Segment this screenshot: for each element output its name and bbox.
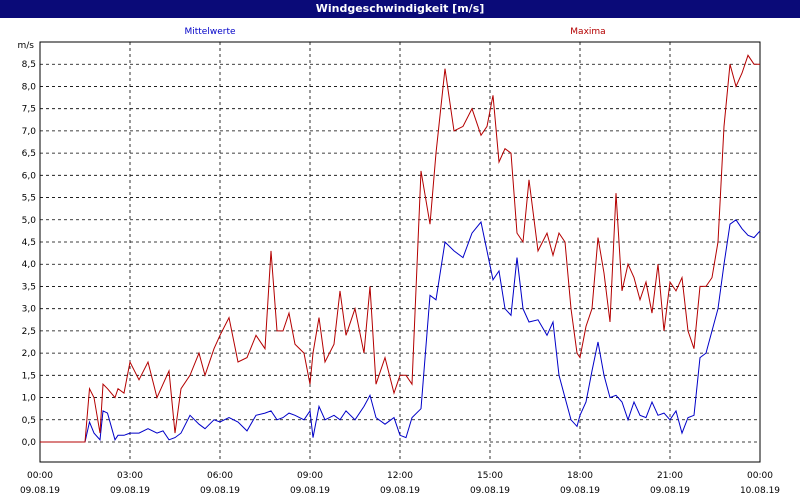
series-line-mittelwerte: [40, 219, 761, 443]
series-line-maxima: [40, 54, 760, 443]
y-tick-label: 7,5: [22, 105, 36, 115]
y-tick-label: 5,0: [22, 216, 37, 226]
x-tick-date: 09.08.19: [20, 486, 60, 496]
y-tick-label: 1,5: [22, 371, 36, 381]
legend-mittelwerte: Mittelwerte: [184, 27, 235, 37]
y-tick-label: 7,0: [22, 127, 37, 137]
y-tick-label: 0,5: [22, 416, 36, 426]
x-tick-date: 09.08.19: [380, 486, 420, 496]
x-tick-time: 03:00: [117, 471, 143, 481]
window-title: Windgeschwindigkeit [m/s]: [0, 0, 800, 18]
y-tick-label: 8,5: [22, 60, 36, 70]
legend-maxima: Maxima: [570, 27, 605, 37]
y-tick-label: 2,0: [22, 349, 37, 359]
y-axis-ticks: 0,0 0,5 1,0 1,5 2,0 2,5 3,0 3,5 4,0 4,5 5,0 5,5 6,0 6…: [22, 60, 37, 448]
y-tick-label: 2,5: [22, 327, 36, 337]
x-tick-date: 09.08.19: [110, 486, 150, 496]
x-tick-time: 06:00: [207, 471, 233, 481]
y-tick-label: 1,0: [22, 394, 37, 404]
x-axis-ticks: 00:00 09.08.19 03:00 09.08.19 06:00 09.08.19 0…: [20, 471, 780, 496]
x-tick-date: 09.08.19: [470, 486, 510, 496]
x-tick-date: 09.08.19: [290, 486, 330, 496]
y-tick-label: 0,0: [22, 438, 37, 448]
y-tick-label: 3,5: [22, 282, 36, 292]
x-tick-time: 09:00: [297, 471, 323, 481]
x-tick-time: 00:00: [27, 471, 53, 481]
x-tick-time: 00:00: [747, 471, 773, 481]
x-tick-date: 09.08.19: [560, 486, 600, 496]
x-tick-time: 18:00: [567, 471, 593, 481]
y-tick-label: 3,0: [22, 305, 37, 315]
x-tick-date: 09.08.19: [650, 486, 690, 496]
y-axis-label: m/s: [18, 41, 35, 51]
y-tick-label: 5,5: [22, 194, 36, 204]
y-tick-label: 4,0: [22, 260, 37, 270]
y-tick-label: 6,0: [22, 171, 37, 181]
x-tick-time: 21:00: [657, 471, 683, 481]
y-tick-label: 6,5: [22, 149, 36, 159]
grid-lines: [40, 42, 760, 462]
y-tick-label: 4,5: [22, 238, 36, 248]
x-tick-time: 15:00: [477, 471, 503, 481]
data-series: [40, 54, 761, 443]
x-tick-date: 09.08.19: [200, 486, 240, 496]
x-tick-time: 12:00: [387, 471, 413, 481]
y-tick-label: 8,0: [22, 82, 37, 92]
x-tick-date: 10.08.19: [740, 486, 780, 496]
